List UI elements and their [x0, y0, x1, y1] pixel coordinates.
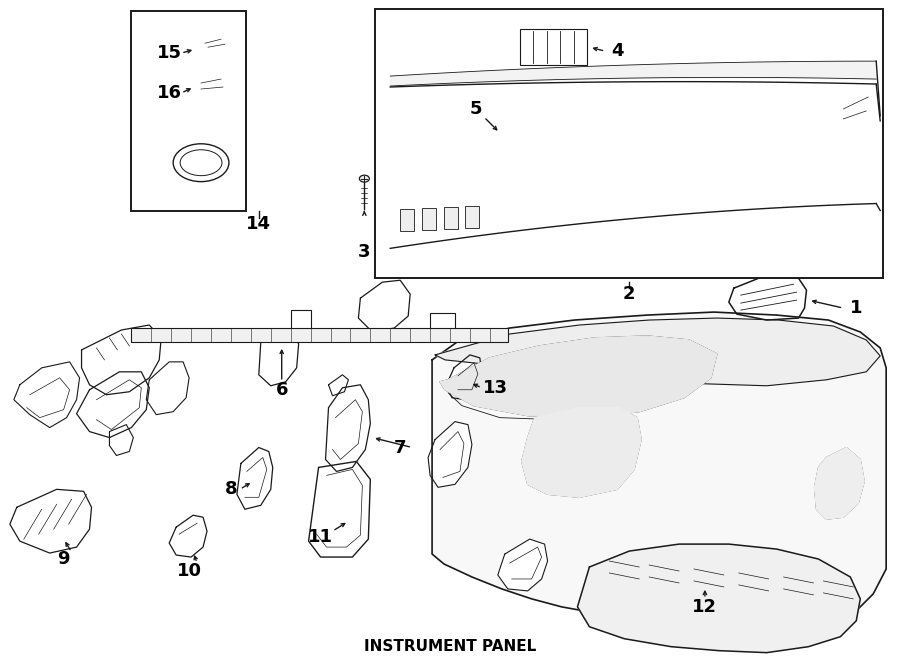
Polygon shape [309, 461, 370, 557]
Polygon shape [428, 422, 472, 487]
Polygon shape [814, 448, 864, 519]
Ellipse shape [359, 175, 369, 182]
Text: 11: 11 [308, 528, 333, 546]
Polygon shape [328, 375, 348, 396]
Bar [422, 208, 436, 230]
Polygon shape [498, 539, 547, 591]
Bar [131, 11, 246, 211]
Ellipse shape [173, 144, 229, 181]
Text: 12: 12 [692, 598, 717, 616]
Polygon shape [522, 408, 641, 497]
Polygon shape [237, 448, 273, 509]
Text: 8: 8 [225, 481, 238, 498]
Bar [131, 328, 508, 342]
Polygon shape [147, 362, 189, 414]
Bar [465, 206, 479, 228]
Text: INSTRUMENT PANEL: INSTRUMENT PANEL [364, 639, 536, 654]
Bar [444, 207, 458, 228]
Text: 1: 1 [850, 299, 862, 317]
Polygon shape [14, 362, 79, 428]
Polygon shape [10, 489, 92, 553]
Polygon shape [259, 330, 299, 386]
Text: 7: 7 [394, 438, 407, 457]
Polygon shape [169, 515, 207, 557]
Polygon shape [326, 385, 370, 471]
Polygon shape [446, 355, 482, 400]
Text: 14: 14 [247, 215, 271, 234]
Bar [375, 9, 883, 278]
Text: 2: 2 [623, 285, 635, 303]
Polygon shape [76, 372, 149, 438]
Polygon shape [194, 71, 233, 99]
Text: 6: 6 [275, 381, 288, 399]
Text: 10: 10 [176, 562, 202, 580]
Text: 9: 9 [58, 550, 70, 568]
Bar [519, 29, 588, 65]
Text: 13: 13 [483, 379, 508, 397]
Ellipse shape [180, 150, 222, 175]
Polygon shape [358, 280, 410, 332]
Polygon shape [435, 318, 880, 386]
Text: 15: 15 [157, 44, 182, 62]
Polygon shape [836, 89, 878, 146]
Polygon shape [440, 336, 717, 418]
Text: 16: 16 [157, 84, 182, 102]
Polygon shape [578, 544, 860, 653]
Text: 3: 3 [358, 244, 371, 261]
Polygon shape [729, 276, 806, 320]
Polygon shape [432, 312, 886, 637]
Polygon shape [197, 31, 233, 56]
Bar [400, 209, 414, 231]
Text: 4: 4 [611, 42, 624, 60]
Polygon shape [82, 325, 161, 395]
Text: 5: 5 [470, 100, 482, 118]
Polygon shape [110, 424, 133, 455]
